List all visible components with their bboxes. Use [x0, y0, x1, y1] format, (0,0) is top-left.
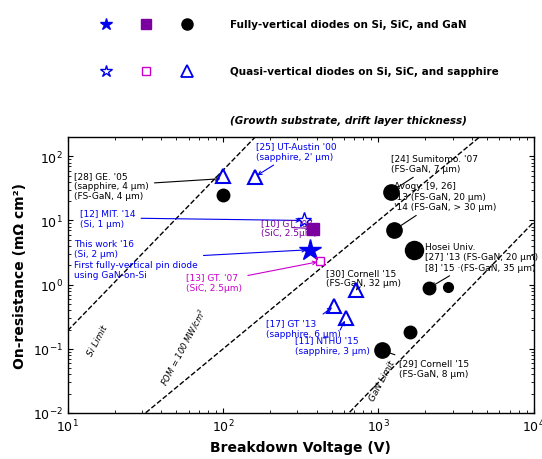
Text: [17] GT '13
(sapphire, 6 μm): [17] GT '13 (sapphire, 6 μm) — [267, 308, 341, 338]
Text: Si Limit: Si Limit — [86, 324, 109, 357]
Text: FOM = 100 MW/cm$^2$: FOM = 100 MW/cm$^2$ — [158, 305, 209, 387]
Text: [11] NTHU '15
(sapphire, 3 μm): [11] NTHU '15 (sapphire, 3 μm) — [295, 322, 370, 355]
Text: [29] Cornell '15
(FS-GaN, 8 μm): [29] Cornell '15 (FS-GaN, 8 μm) — [385, 351, 469, 378]
Text: [24] Sumitomo. '07
(FS-GaN, 7 μm): [24] Sumitomo. '07 (FS-GaN, 7 μm) — [391, 154, 479, 190]
Text: This work '16
(Si, 2 μm)
First fully-vertical pin diode
using GaN-on-Si: This work '16 (Si, 2 μm) First fully-ver… — [74, 240, 306, 280]
Text: Quasi-vertical diodes on Si, SiC, and sapphire: Quasi-vertical diodes on Si, SiC, and sa… — [230, 67, 499, 77]
Text: [12] MIT. '14
(Si, 1 μm): [12] MIT. '14 (Si, 1 μm) — [80, 209, 300, 228]
Text: Avogy. [9, 26]
'13 (FS-GaN, 20 μm)
'14 (FS-GaN, > 30 μm): Avogy. [9, 26] '13 (FS-GaN, 20 μm) '14 (… — [394, 182, 496, 229]
Text: [10] GT. '07
(SiC, 2.5μm): [10] GT. '07 (SiC, 2.5μm) — [261, 218, 317, 238]
Text: [25] UT-Austin '00
(sapphire, 2' μm): [25] UT-Austin '00 (sapphire, 2' μm) — [256, 142, 336, 175]
Text: (Growth substrate, drift layer thickness): (Growth substrate, drift layer thickness… — [230, 116, 467, 126]
Text: Hosei Univ.
[27] '13 (FS-GaN, 20 μm)
[8] '15 ·(FS-GaN, 35 μm): Hosei Univ. [27] '13 (FS-GaN, 20 μm) [8]… — [425, 242, 538, 286]
Text: [13] GT. '07
(SiC, 2.5μm): [13] GT. '07 (SiC, 2.5μm) — [186, 262, 316, 292]
Text: [30] Cornell '15
(FS-GaN, 32 μm): [30] Cornell '15 (FS-GaN, 32 μm) — [326, 268, 401, 290]
Y-axis label: On-resistance (mΩ cm²): On-resistance (mΩ cm²) — [13, 183, 27, 368]
Text: [28] GE. '05
(sapphire, 4 μm)
(FS-GaN, 4 μm): [28] GE. '05 (sapphire, 4 μm) (FS-GaN, 4… — [74, 171, 219, 201]
Text: GaN Limit: GaN Limit — [367, 359, 396, 402]
X-axis label: Breakdown Voltage (V): Breakdown Voltage (V) — [210, 440, 391, 454]
Text: Fully-vertical diodes on Si, SiC, and GaN: Fully-vertical diodes on Si, SiC, and Ga… — [230, 20, 467, 30]
